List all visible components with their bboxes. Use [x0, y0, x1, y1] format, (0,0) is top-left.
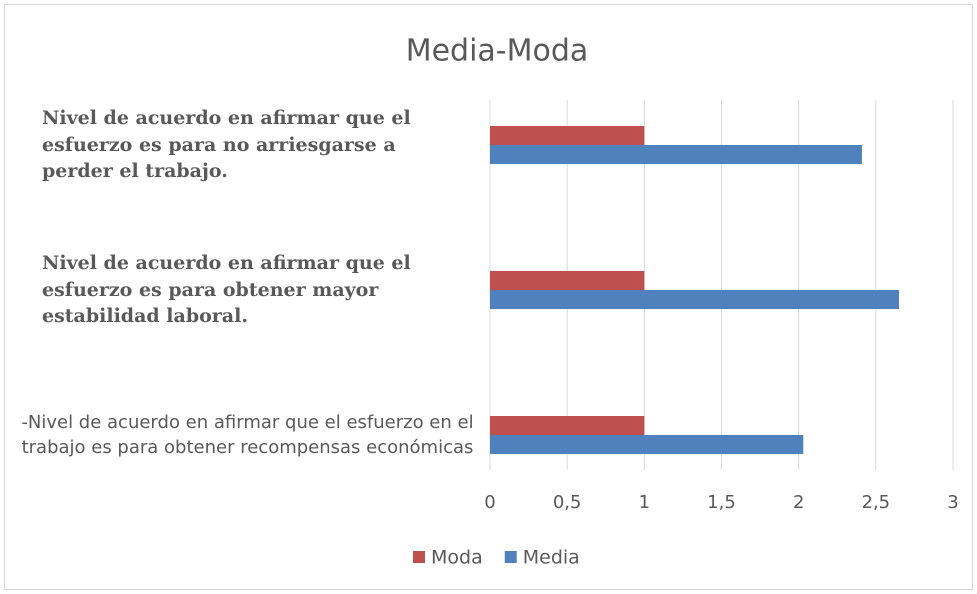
legend-swatch [413, 551, 425, 563]
x-tick-label: 2,5 [862, 492, 891, 513]
category-text: Nivel de acuerdo en afirmar que el esfue… [42, 107, 411, 183]
legend-label: Media [523, 547, 580, 569]
bar [490, 416, 645, 435]
category-text: -Nivel de acuerdo en afirmar que el esfu… [21, 411, 474, 458]
legend-label: Moda [431, 547, 483, 569]
x-tick-label: 0,5 [553, 492, 582, 513]
chart-title: Media-Moda [406, 34, 589, 69]
category-text: Nivel de acuerdo en afirmar que el esfue… [42, 252, 411, 328]
legend-swatch [504, 551, 517, 563]
category-label: Nivel de acuerdo en afirmar que el esfue… [42, 252, 411, 328]
x-tick-label: 1 [639, 492, 650, 513]
x-tick-label: 0 [484, 492, 495, 513]
bar [490, 126, 645, 145]
x-tick-label: 2 [793, 492, 804, 513]
bar [490, 435, 804, 454]
category-label: -Nivel de acuerdo en afirmar que el esfu… [21, 411, 474, 458]
bar [490, 290, 899, 309]
x-tick-label: 3 [947, 492, 958, 513]
bar [490, 145, 862, 164]
category-label: Nivel de acuerdo en afirmar que el esfue… [42, 107, 411, 183]
x-tick-label: 1,5 [707, 492, 736, 513]
bar [490, 271, 645, 290]
